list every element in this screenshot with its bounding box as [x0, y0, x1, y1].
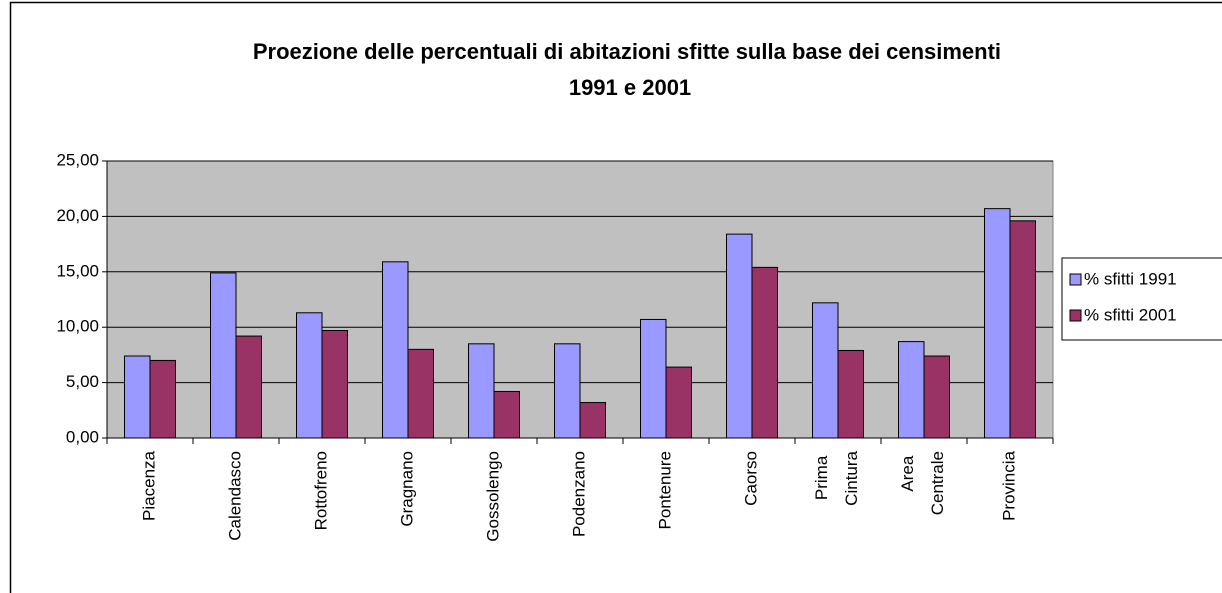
x-tick-label: Gossolengo: [483, 451, 502, 542]
x-tick-label: Prima Cintura: [812, 450, 861, 505]
legend-box: [1061, 257, 1222, 341]
bar: [468, 343, 495, 439]
x-tick-label: Piacenza: [139, 450, 158, 520]
bar: [296, 312, 323, 439]
y-tick-label: 0,00: [66, 427, 99, 446]
x-tick-label: Gragnano: [397, 451, 416, 527]
x-tick-label: Provincia: [999, 450, 1018, 520]
y-tick-label: 10,00: [56, 317, 99, 336]
chart-title: Proezione delle percentuali di abitazion…: [253, 39, 1007, 100]
bar: [149, 359, 176, 439]
bar: [382, 261, 409, 439]
bar: [210, 272, 237, 439]
x-tick-label: Caorso: [741, 451, 760, 506]
x-tick-label: Calendasco: [225, 451, 244, 541]
y-tick-label: 15,00: [56, 261, 99, 280]
x-tick-label: Rottofreno: [311, 451, 330, 530]
bar: [1009, 220, 1036, 439]
bar: [579, 402, 606, 439]
x-tick-label: Podenzano: [569, 451, 588, 537]
bar: [640, 318, 667, 439]
bar: [984, 208, 1011, 439]
bar: [321, 330, 348, 439]
bar: [726, 233, 753, 439]
bar: [665, 366, 692, 439]
bar: [898, 341, 925, 439]
legend-swatch: [1069, 273, 1082, 286]
bar: [923, 355, 950, 439]
legend-label: % sfitti 1991: [1084, 269, 1177, 288]
legend-swatch: [1069, 309, 1082, 322]
legend-label: % sfitti 2001: [1084, 305, 1177, 324]
bar: [751, 266, 778, 439]
bar: [493, 390, 520, 439]
x-tick-label: Area Centrale: [898, 451, 947, 515]
bar: [124, 355, 151, 439]
bar: [554, 343, 581, 439]
bar: [812, 302, 839, 439]
y-tick-label: 20,00: [56, 206, 99, 225]
y-tick-label: 25,00: [56, 150, 99, 169]
bar: [837, 349, 864, 439]
bar: [407, 348, 434, 439]
bar: [235, 335, 262, 439]
y-tick-label: 5,00: [66, 372, 99, 391]
x-tick-label: Pontenure: [655, 451, 674, 529]
